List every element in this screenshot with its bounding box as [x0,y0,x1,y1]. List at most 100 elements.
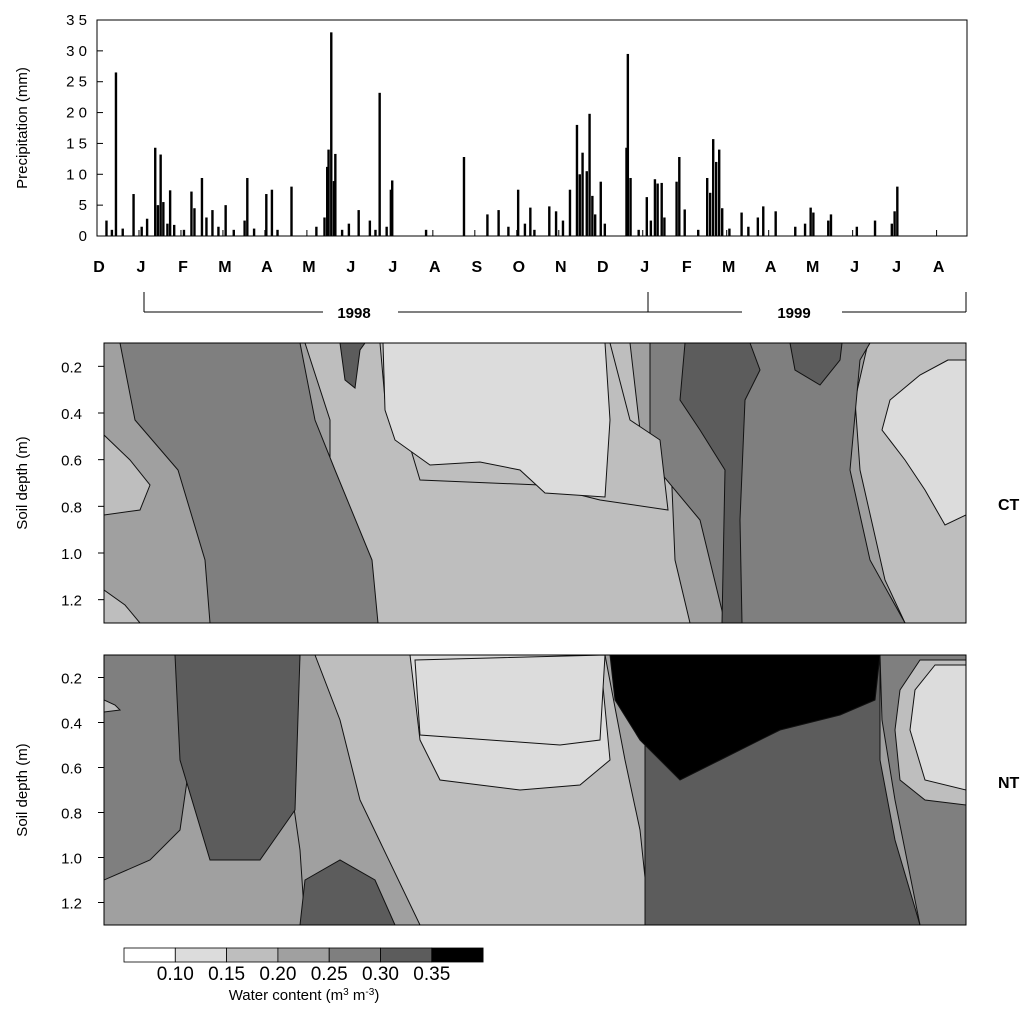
colorbar-title-end: ) [374,987,379,1004]
month-label: J [137,259,146,276]
precip-bar [709,192,712,236]
precip-bar [110,229,114,236]
precip-bar [389,189,393,236]
depth-tick-label: 0.4 [61,406,82,423]
precip-bar [497,210,500,236]
month-label: J [850,259,859,276]
month-label: M [722,259,735,276]
colorbar-swatch [226,947,279,963]
precip-bar [675,181,678,236]
precip-y-tick-label: 1 5 [66,135,87,152]
precip-bar [809,207,812,236]
precip-y-tick-label: 1 0 [66,166,87,183]
precip-bar [159,154,162,236]
depth-tick-label: 1.2 [61,593,82,610]
nt-right-lightest [909,664,966,791]
colorbar-title-mid: m [349,987,366,1004]
month-label: A [429,259,441,276]
precip-bar [629,177,632,236]
colorbar-swatch [328,947,381,963]
precip-bar [625,147,628,236]
depth-tick-label: 0.4 [61,716,82,733]
precip-y-tick-label: 2 5 [66,74,87,91]
precip-bar [656,183,659,236]
colorbar-swatch [174,947,228,963]
depth-tick-label: 1.0 [61,851,82,868]
precip-bar [132,194,135,236]
precip-bar [829,214,833,236]
precip-bar [332,181,336,236]
precip-bar [224,205,227,236]
precip-bar [533,229,536,236]
precip-bar [637,229,640,236]
precip-y-axis-title: Precipitation (mm) [14,67,31,189]
nt-contour-panel: 0.2 0.4 0.6 0.8 1.0 1.2 Soil depth (m) NT [14,654,1020,926]
colorbar-title-sup2: -3 [365,987,374,998]
depth-tick-label: 1.0 [61,546,82,563]
nt-mid-lightest [414,655,606,746]
ct-panel-label: CT [998,497,1020,514]
precip-y-tick-label: 3 5 [66,12,87,29]
precip-bar [626,53,630,236]
precip-bar [162,202,165,236]
month-label: N [555,259,567,276]
precip-bar [340,229,344,236]
year-label-1999: 1999 [777,305,810,322]
precip-bar [385,226,388,236]
colorbar-title-sup1: 3 [343,987,349,998]
precip-bar [327,149,330,236]
precip-bar [246,177,249,236]
precip-bar [794,226,797,236]
month-label: D [93,259,105,276]
precip-bars [105,32,899,236]
depth-tick-label: 0.6 [61,453,82,470]
precip-bar [243,220,246,236]
precip-bar [315,226,318,236]
precip-bar [803,223,807,236]
precip-bar [890,223,894,236]
precip-bar [762,206,765,236]
precip-plot-frame [96,19,968,237]
precip-bar [462,157,466,236]
year-bracket [143,292,967,313]
precip-bar [205,217,208,236]
precip-bar [252,228,256,236]
precip-bar [663,217,666,236]
month-label: M [806,259,819,276]
colorbar-label: 0.10 [157,964,194,985]
month-label: O [513,259,525,276]
precip-bar [193,208,196,236]
ct-plot-frame [103,342,967,624]
precip-bar [326,166,329,236]
month-label: D [597,259,609,276]
precip-bar [756,217,760,236]
precip-bar [728,228,731,236]
ct-wettest-right [679,343,761,623]
precip-bar [516,189,520,236]
ct-lighter-left-pocket [104,434,151,516]
precip-bar [581,152,584,236]
precip-bar [200,177,204,236]
precip-bar [896,186,899,236]
month-label: F [682,259,692,276]
colorbar-label: 0.35 [413,964,450,985]
precip-bar [568,189,572,236]
colorbar-swatch [277,947,330,963]
depth-tick-label: 0.6 [61,761,82,778]
precip-bar [330,32,333,236]
month-label: A [765,259,777,276]
precip-bar [232,229,235,236]
month-label: S [471,259,482,276]
precip-bar [660,182,663,236]
colorbar-swatch [380,947,433,963]
precip-bar [276,229,279,236]
precip-bar [603,223,607,236]
precip-bar [585,171,588,236]
depth-tick-label: 0.2 [61,671,82,688]
nt-right-black [609,655,881,781]
month-label: J [388,259,397,276]
month-label: J [892,259,901,276]
precip-bar [706,177,709,236]
